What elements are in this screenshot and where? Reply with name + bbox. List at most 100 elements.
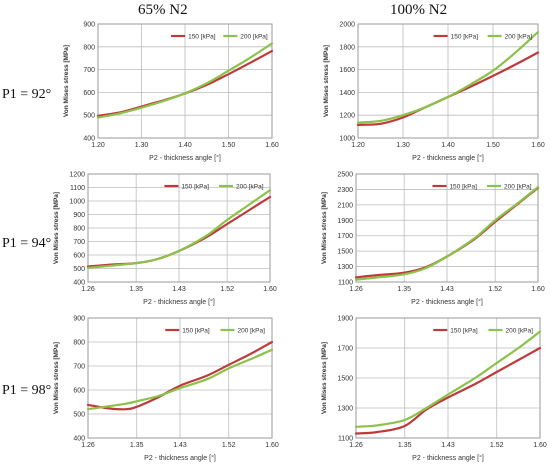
plot-frame — [357, 23, 539, 139]
series-line — [354, 330, 542, 428]
chart-panel: 1100 1300 1500 1700 1900 2100 2300 2500 1.26 1.35… — [316, 168, 546, 308]
legend-label: 200 [kPa] — [237, 328, 265, 335]
x-tick-label: 1.40 — [178, 142, 192, 149]
x-tick-label: 1.52 — [222, 442, 236, 449]
x-tick-label: 1.30 — [135, 142, 149, 149]
legend-label: 200 [kPa] — [505, 328, 533, 335]
legend-label: 150 [kPa] — [449, 184, 477, 191]
x-tick-label: 1.52 — [488, 286, 502, 293]
legend-label: 200 [kPa] — [505, 34, 533, 41]
x-tick-label: 1.35 — [130, 442, 144, 449]
y-tick-label: 1200 — [339, 113, 355, 120]
y-tick-label: 2500 — [337, 172, 353, 179]
legend-label: 150 [kPa] — [451, 34, 479, 41]
x-tick-label: 1.43 — [173, 442, 187, 449]
y-tick-label: 700 — [73, 364, 85, 371]
y-tick-label: 400 — [73, 280, 85, 287]
y-tick-label: 600 — [73, 388, 85, 395]
y-tick-label: 1700 — [337, 346, 353, 353]
y-tick-label: 2000 — [339, 22, 355, 29]
y-tick-label: 500 — [73, 412, 85, 419]
row-label-98: P1 = 98° — [2, 383, 52, 398]
series-line — [356, 30, 540, 124]
y-tick-label: 1200 — [69, 172, 85, 179]
x-tick-label: 1.52 — [490, 442, 504, 449]
y-tick-label: 2300 — [337, 187, 353, 194]
x-tick-label: 1.60 — [531, 142, 545, 149]
x-axis-title: P2 - thickness angle [°] — [149, 154, 221, 162]
x-tick-label: 1.43 — [440, 286, 454, 293]
series-line — [354, 346, 542, 435]
y-tick-label: 1300 — [337, 264, 353, 271]
chart-svg: 400 500 600 700 800 900 1.20 1.30 1.40 1.50 1.60 P2… — [63, 22, 279, 163]
y-tick-label: 1300 — [337, 406, 353, 413]
series-line — [86, 189, 272, 269]
y-tick-label: 800 — [73, 226, 85, 233]
legend-label: 200 [kPa] — [236, 184, 264, 191]
y-tick-label: 800 — [83, 44, 95, 51]
x-tick-label: 1.30 — [396, 142, 410, 149]
chart-panel: 400 500 600 700 800 900 1000 1100 1200 1.26 1.35 1.… — [48, 168, 278, 308]
y-tick-label: 900 — [73, 316, 85, 323]
x-tick-label: 1.26 — [349, 442, 363, 449]
y-tick-label: 400 — [83, 136, 95, 143]
chart-svg: 1100 1300 1500 1700 1900 2100 2300 2500 1.26 1.35… — [321, 172, 545, 307]
y-tick-label: 1900 — [337, 218, 353, 225]
column-title-100: 100% N2 — [390, 2, 448, 18]
x-tick-label: 1.20 — [91, 142, 105, 149]
y-axis-title: Von Mises stress [MPa] — [53, 192, 60, 264]
chart-panel: 1000 1200 1400 1600 1800 2000 1.20 1.30 1.40 1.50… — [318, 18, 546, 164]
legend-label: 200 [kPa] — [240, 34, 268, 41]
x-tick-label: 1.50 — [486, 142, 500, 149]
x-axis-title: P2 - thickness angle [°] — [144, 454, 216, 462]
y-axis-title: Von Mises stress [MPa] — [53, 342, 60, 414]
chart-svg: 400 500 600 700 800 900 1000 1100 1200 1.26 1.35 1.… — [53, 172, 277, 307]
y-tick-label: 1000 — [339, 136, 355, 143]
y-tick-label: 500 — [73, 266, 85, 273]
y-tick-label: 1100 — [338, 436, 353, 443]
y-axis-title: Von Mises stress [MPa] — [323, 45, 330, 117]
row-label-92: P1 = 92° — [2, 87, 52, 102]
y-tick-label: 1500 — [337, 376, 353, 383]
x-tick-label: 1.26 — [81, 442, 95, 449]
series-line — [96, 42, 274, 119]
series-line — [86, 348, 274, 411]
x-tick-label: 1.43 — [441, 442, 455, 449]
x-tick-label: 1.35 — [129, 286, 143, 293]
x-tick-label: 1.26 — [81, 286, 95, 293]
plot-frame — [355, 173, 539, 283]
legend-label: 150 [kPa] — [181, 184, 209, 191]
y-tick-label: 1900 — [337, 316, 353, 323]
y-tick-label: 1600 — [339, 67, 355, 74]
x-tick-label: 1.26 — [349, 286, 363, 293]
y-tick-label: 800 — [73, 340, 85, 347]
x-axis-title: P2 - thickness angle [°] — [412, 154, 484, 162]
x-axis-title: P2 - thickness angle [°] — [411, 298, 483, 306]
x-tick-label: 1.40 — [441, 142, 455, 149]
y-tick-label: 500 — [83, 113, 95, 120]
y-axis-title: Von Mises stress [MPa] — [321, 342, 328, 414]
plot-frame — [87, 173, 271, 283]
legend-label: 150 [kPa] — [450, 328, 478, 335]
chart-svg: 1000 1200 1400 1600 1800 2000 1.20 1.30 1.40 1.50… — [323, 22, 545, 163]
x-tick-label: 1.60 — [265, 442, 279, 449]
chart-panel: 400 500 600 700 800 900 1.26 1.35 1.43 1.52 1.60 P2… — [48, 312, 280, 464]
y-tick-label: 900 — [83, 22, 95, 29]
x-tick-label: 1.35 — [398, 442, 412, 449]
y-tick-label: 1100 — [338, 280, 353, 287]
y-tick-label: 700 — [73, 239, 85, 246]
x-axis-title: P2 - thickness angle [°] — [412, 454, 484, 462]
y-tick-label: 2100 — [337, 202, 353, 209]
y-tick-label: 900 — [73, 212, 85, 219]
series-line — [354, 186, 540, 281]
y-tick-label: 1700 — [337, 233, 353, 240]
chart-svg: 400 500 600 700 800 900 1.26 1.35 1.43 1.52 1.60 P2… — [53, 316, 279, 463]
y-tick-label: 600 — [83, 90, 95, 97]
y-tick-label: 1400 — [339, 90, 355, 97]
x-tick-label: 1.60 — [265, 142, 279, 149]
row-label-94: P1 = 94° — [2, 236, 52, 251]
x-tick-label: 1.35 — [397, 286, 411, 293]
chart-svg: 1100 1300 1500 1700 1900 1.26 1.35 1.43 1.52 1.60… — [321, 316, 547, 463]
x-tick-label: 1.50 — [222, 142, 236, 149]
plot-frame — [355, 317, 541, 439]
